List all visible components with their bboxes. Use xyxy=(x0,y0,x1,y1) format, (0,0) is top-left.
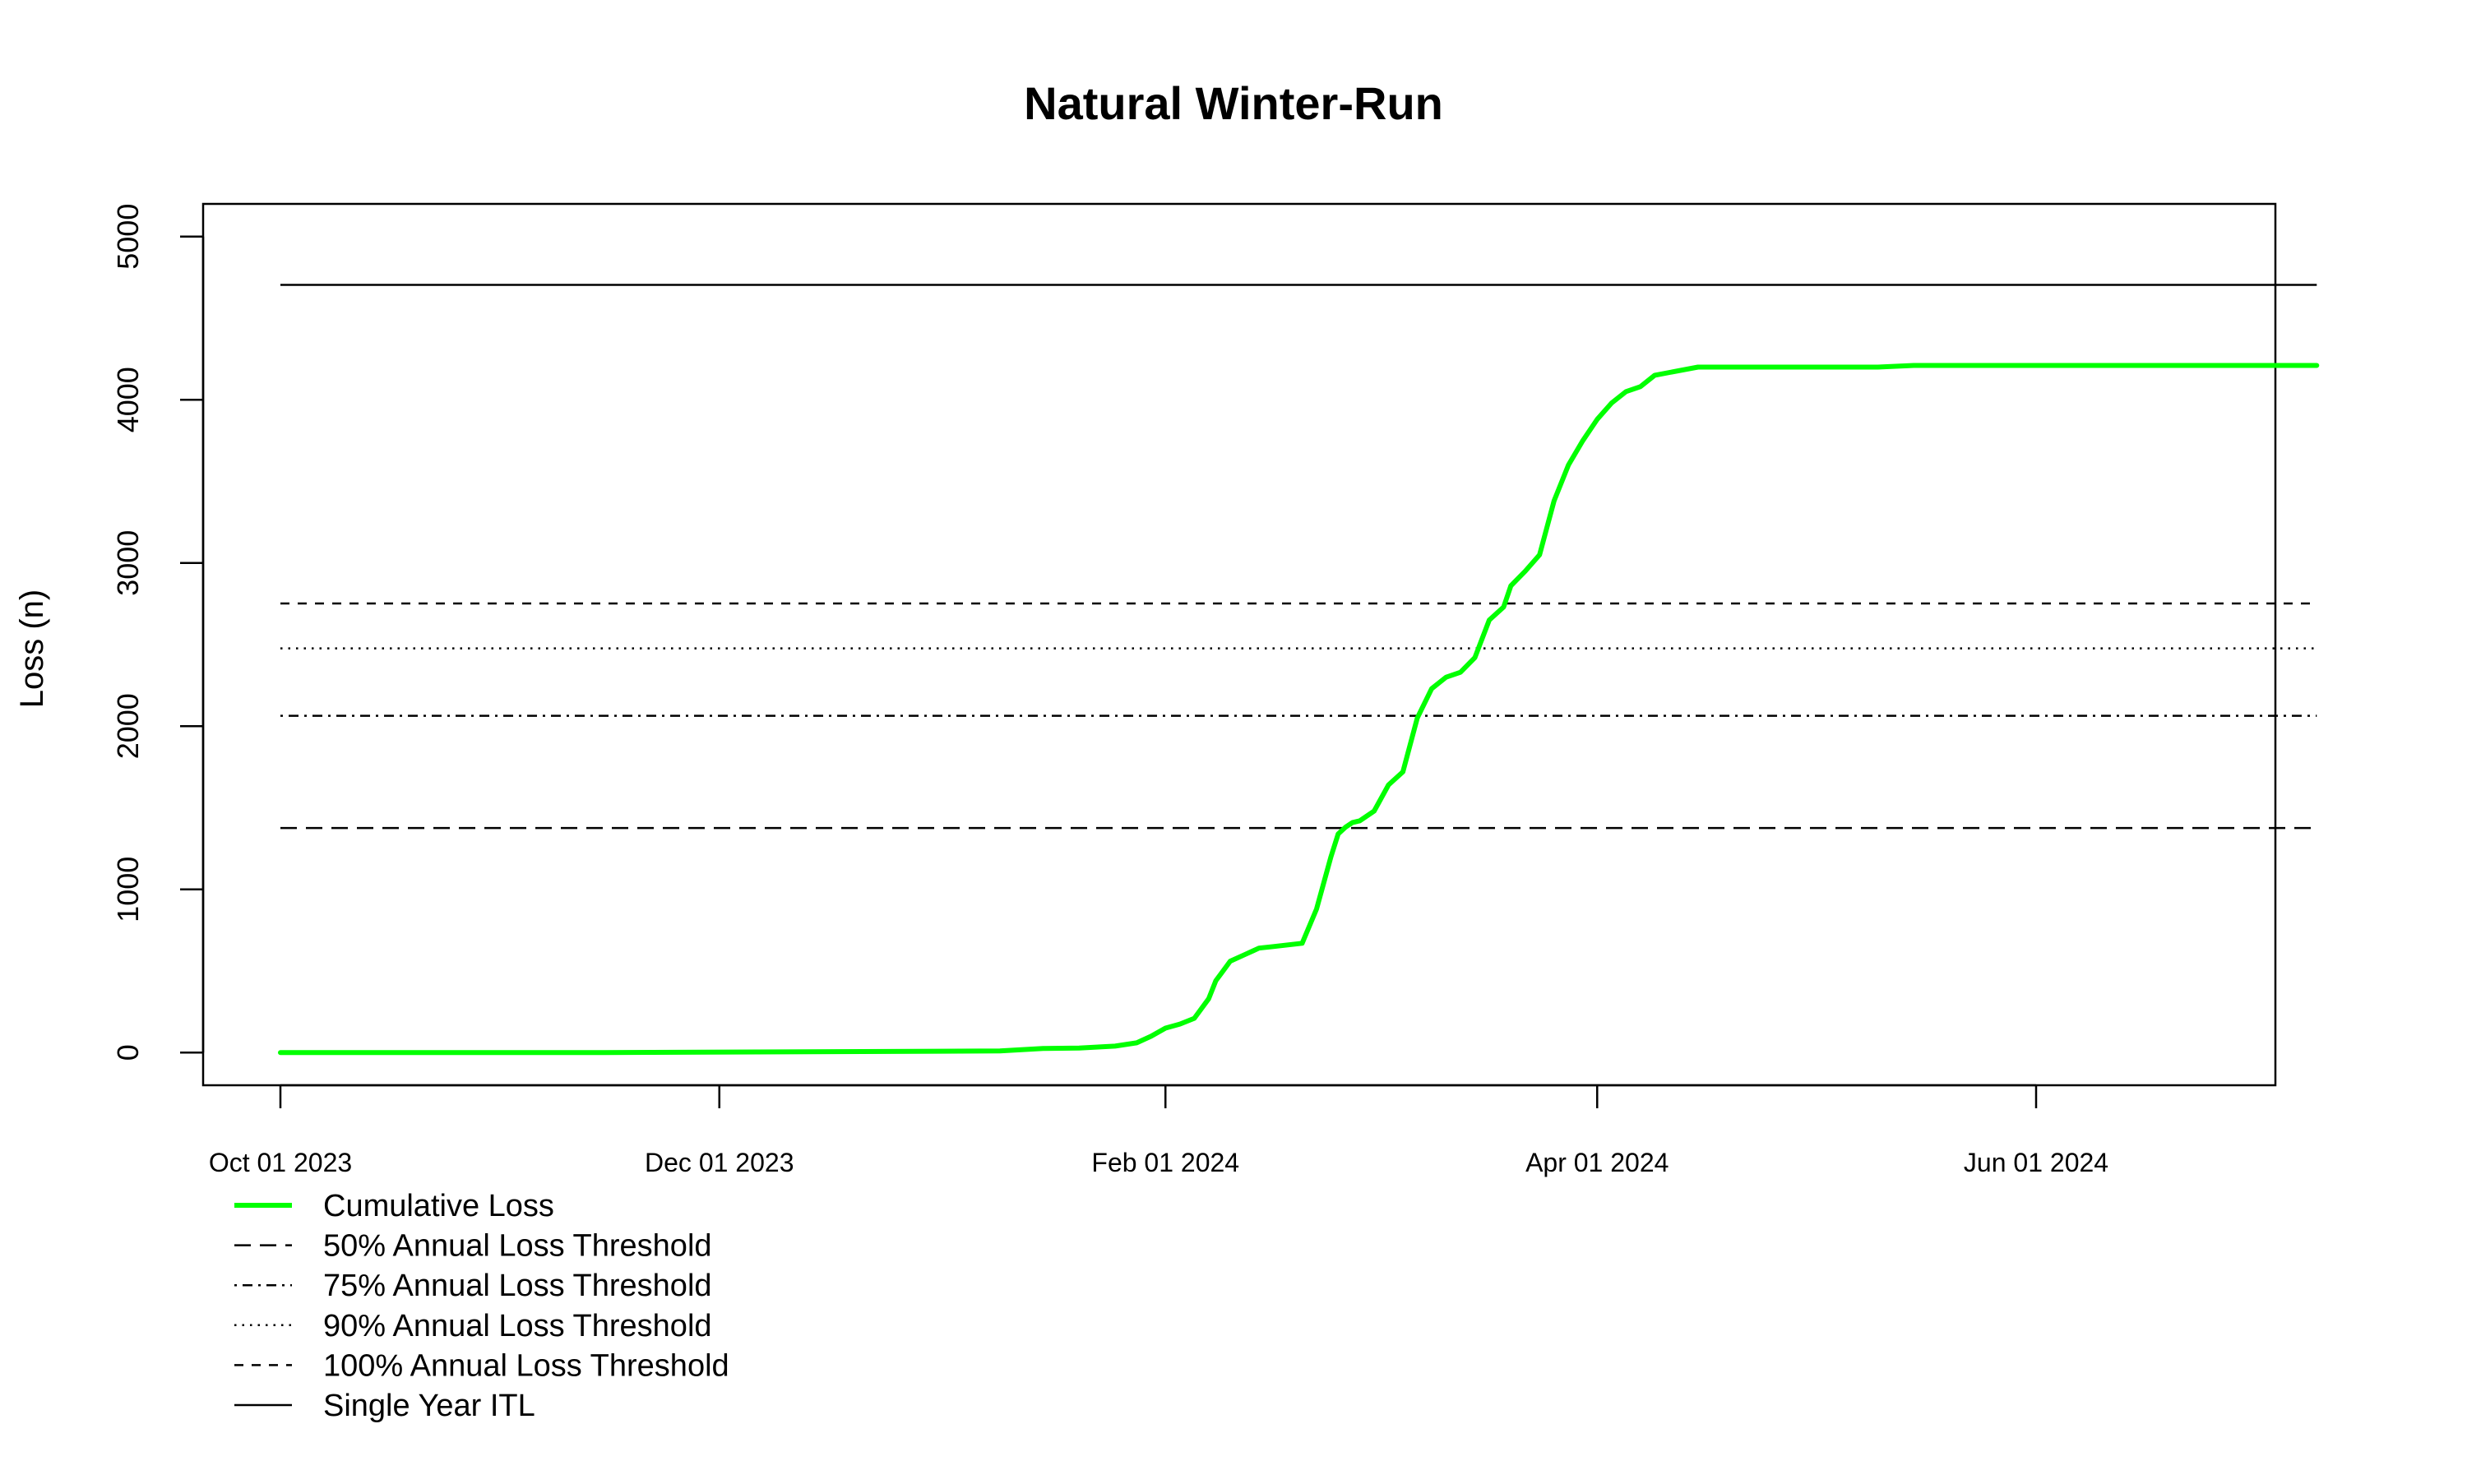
x-tick-label: Feb 01 2024 xyxy=(1091,1148,1239,1177)
y-tick-label: 3000 xyxy=(111,530,145,596)
x-tick-label: Oct 01 2023 xyxy=(209,1148,352,1177)
y-tick-label: 0 xyxy=(111,1044,145,1061)
x-axis: Oct 01 2023 Dec 01 2023 Feb 01 2024 Apr 01 … xyxy=(209,1084,2108,1177)
y-axis: 0 1000 2000 3000 4000 5000 xyxy=(111,204,205,1061)
x-tick-label: Jun 01 2024 xyxy=(1964,1148,2108,1177)
legend: Cumulative Loss 50% Annual Loss Threshold… xyxy=(234,1189,729,1423)
legend-label-100pct-annual-loss-threshold: 100% Annual Loss Threshold xyxy=(323,1348,729,1383)
legend-label-cumulative-loss: Cumulative Loss xyxy=(323,1189,554,1223)
x-tick-label: Apr 01 2024 xyxy=(1525,1148,1669,1177)
legend-label-90pct-annual-loss-threshold: 90% Annual Loss Threshold xyxy=(323,1309,712,1343)
y-tick-label: 2000 xyxy=(111,693,145,759)
legend-label-75pct-annual-loss-threshold: 75% Annual Loss Threshold xyxy=(323,1269,712,1303)
series-line-cumulative-loss xyxy=(278,363,2320,1056)
series-layer xyxy=(278,284,2320,1056)
y-tick-label: 1000 xyxy=(111,857,145,922)
legend-label-single-year-itl: Single Year ITL xyxy=(323,1389,535,1423)
legend-label-50pct-annual-loss-threshold: 50% Annual Loss Threshold xyxy=(323,1229,712,1264)
x-tick-label: Dec 01 2023 xyxy=(645,1148,794,1177)
y-tick-label: 5000 xyxy=(111,204,145,270)
y-tick-label: 4000 xyxy=(111,367,145,432)
chart-title: Natural Winter-Run xyxy=(1024,77,1443,129)
y-axis-label: Loss (n) xyxy=(14,589,50,709)
